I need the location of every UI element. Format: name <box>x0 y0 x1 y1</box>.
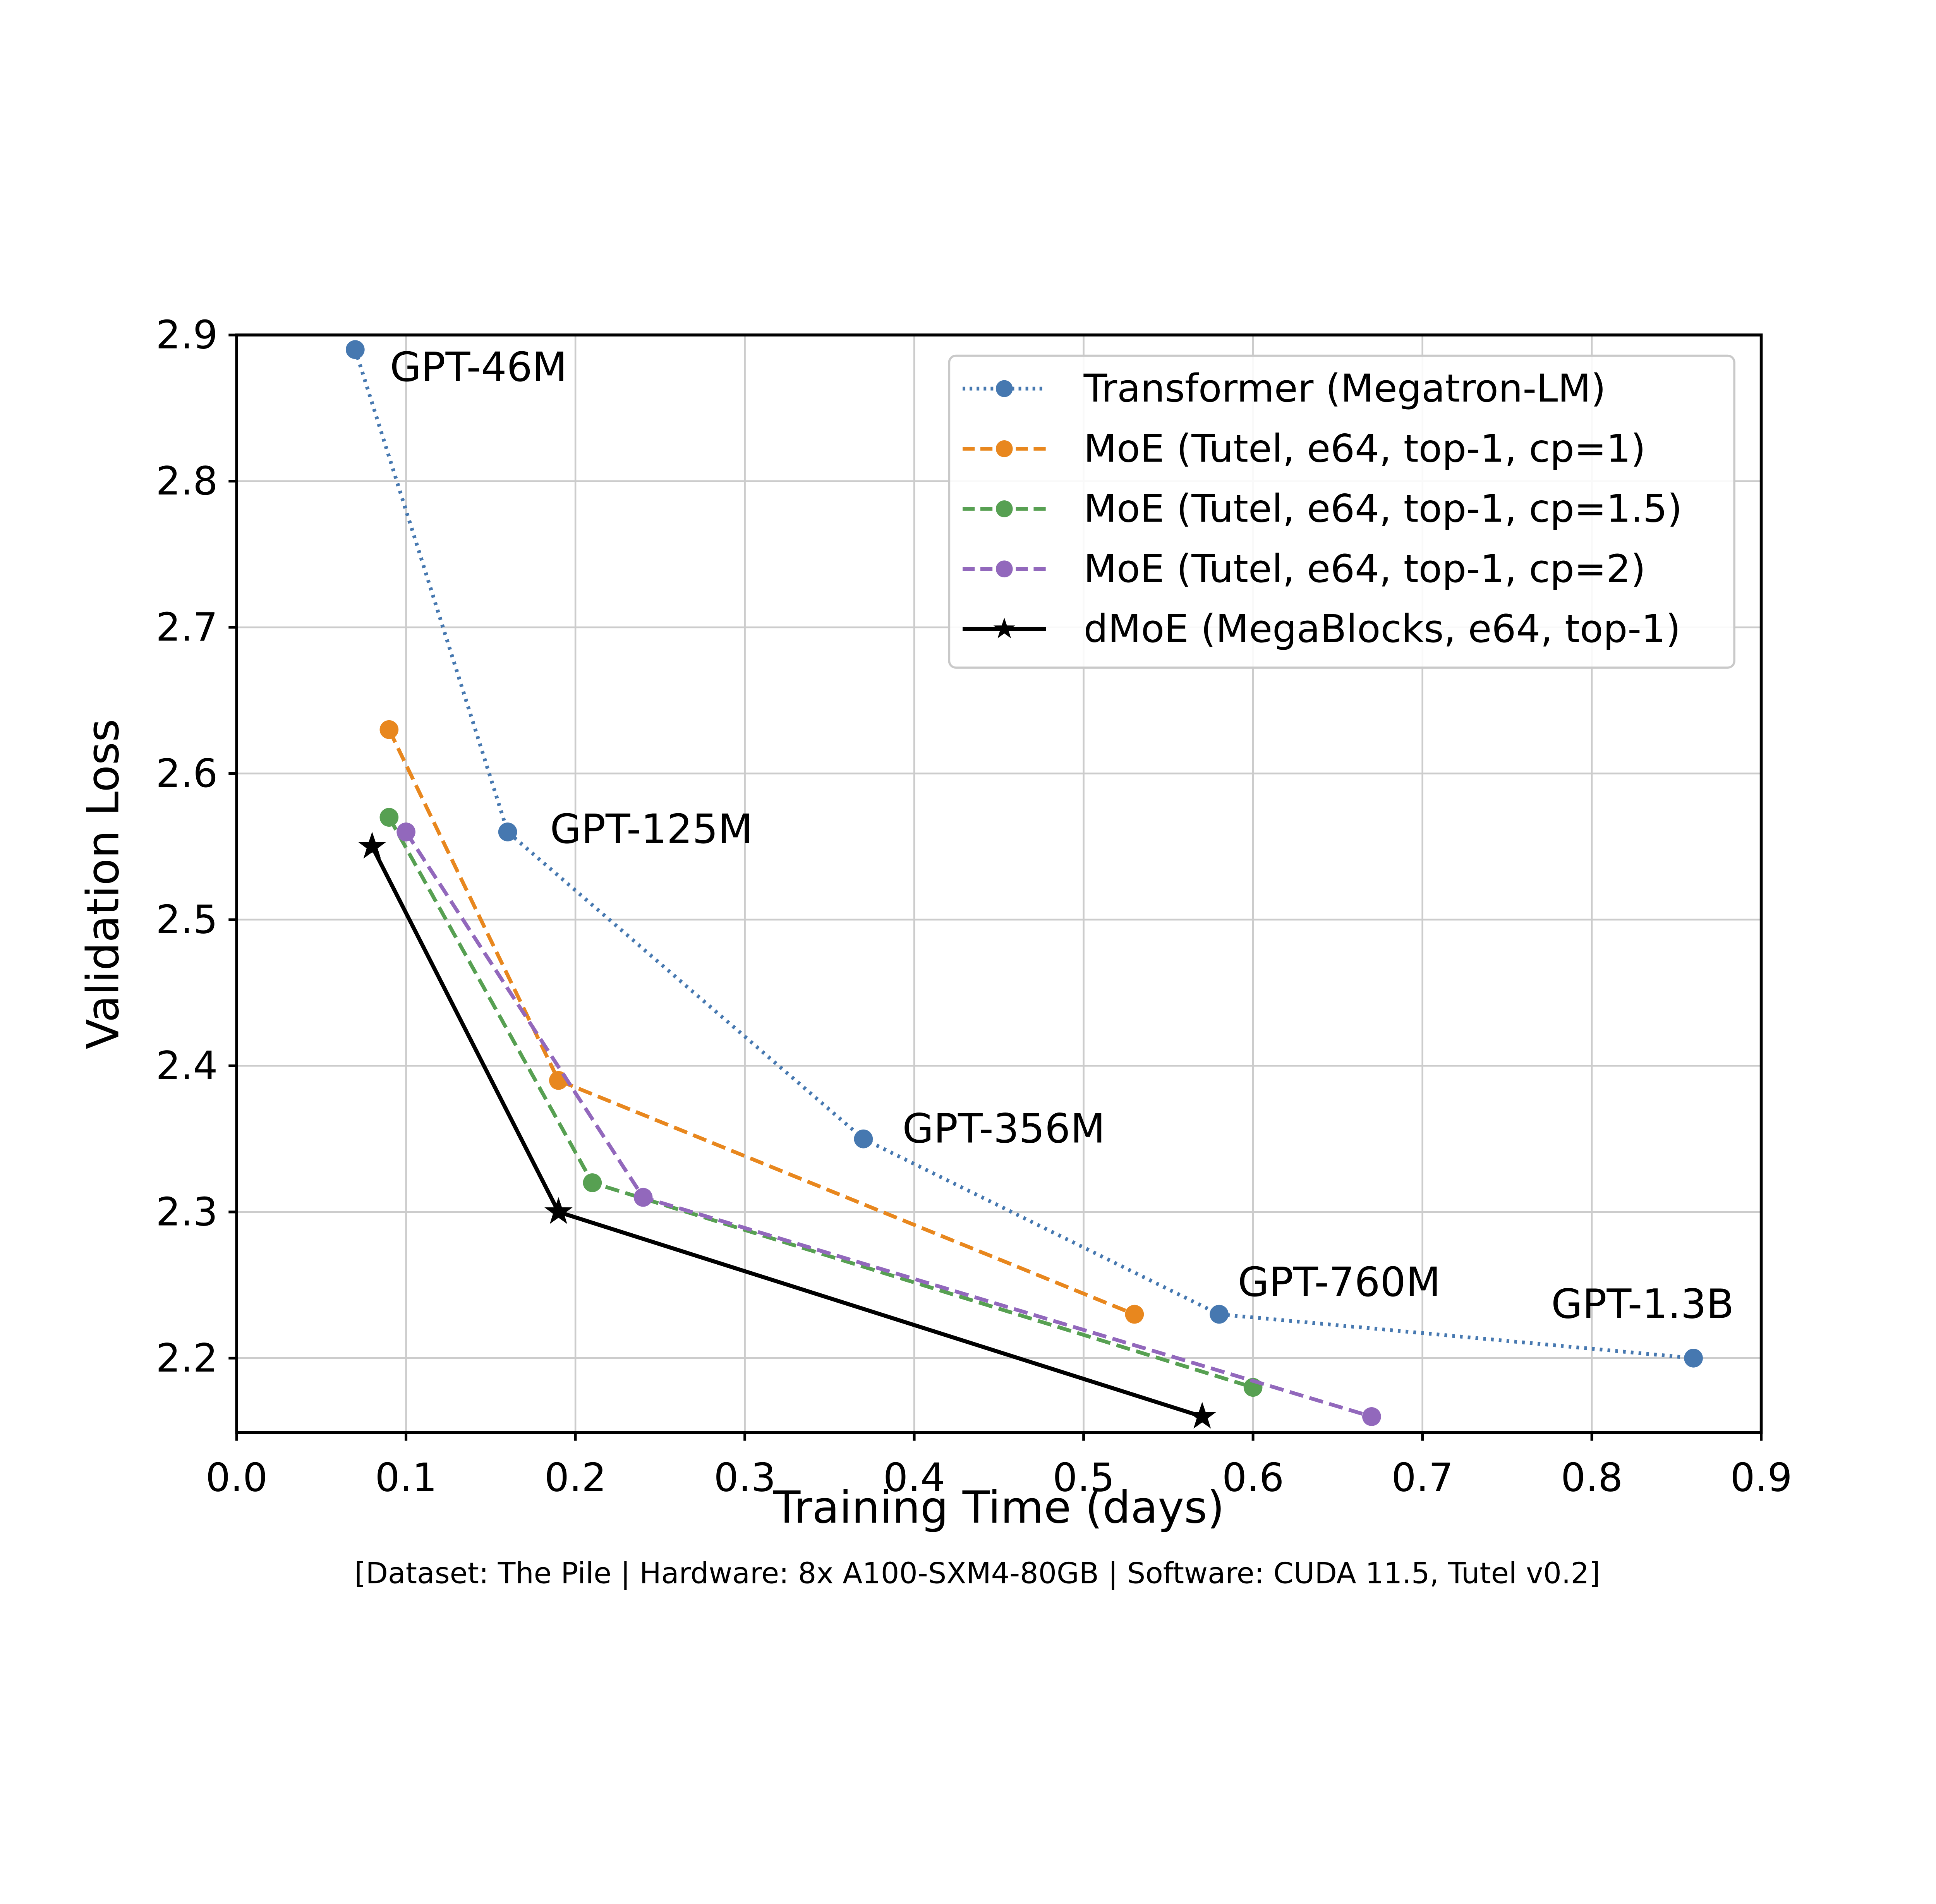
data-point <box>396 822 415 841</box>
y-tick-label: 2.3 <box>156 1189 218 1234</box>
y-axis-label: Validation Loss <box>78 719 129 1049</box>
series-line <box>387 729 1135 1316</box>
series-line <box>387 816 1254 1389</box>
x-tick-label: 0.4 <box>883 1455 945 1501</box>
legend-label: dMoE (MegaBlocks, e64, top-1) <box>1084 607 1681 651</box>
axes: 0.0 0.1 0.2 0.3 0.4 0.5 0.6 0.7 0.8 0.92.22.32.42… <box>156 312 1792 1501</box>
data-point <box>379 808 399 827</box>
legend-circle-marker-icon <box>995 440 1013 457</box>
legend-label: MoE (Tutel, e64, top-1, cp=2) <box>1084 547 1646 591</box>
series-moe-tutel-e64-top1-cp2 <box>396 822 1381 1426</box>
y-tick-label: 2.2 <box>156 1336 218 1381</box>
legend-entry-moe-tutel-e64-top1-cp2: MoE (Tutel, e64, top-1, cp=2) <box>963 547 1646 591</box>
data-point <box>346 340 365 359</box>
annotation-gpt-760m: GPT-760M <box>1238 1258 1441 1306</box>
x-tick-label: 0.9 <box>1730 1455 1792 1501</box>
legend-circle-marker-icon <box>995 380 1013 397</box>
annotation-gpt-125m: GPT-125M <box>550 805 753 853</box>
data-point <box>854 1129 873 1149</box>
y-tick-label: 2.7 <box>156 605 218 650</box>
legend-label: MoE (Tutel, e64, top-1, cp=1) <box>1084 426 1646 471</box>
x-tick-label: 0.8 <box>1561 1455 1623 1501</box>
x-tick-label: 0.6 <box>1222 1455 1284 1501</box>
y-tick-label: 2.4 <box>156 1043 218 1088</box>
data-point <box>1125 1305 1144 1324</box>
x-tick-label: 0.7 <box>1392 1455 1454 1501</box>
legend-entry-dmoe-megablocks-e64-top1: dMoE (MegaBlocks, e64, top-1) <box>963 607 1681 651</box>
data-point <box>379 720 399 739</box>
annotation-gpt-46m: GPT-46M <box>390 343 567 391</box>
y-tick-label: 2.9 <box>156 312 218 358</box>
legend-entry-transformer-megatron-lm: Transformer (Megatron-LM) <box>963 366 1606 411</box>
annotation-gpt-1-3b: GPT-1.3B <box>1551 1281 1734 1328</box>
legend-entry-moe-tutel-e64-top1-cp1: MoE (Tutel, e64, top-1, cp=1) <box>963 426 1646 471</box>
data-point <box>1210 1305 1229 1324</box>
y-tick-label: 2.8 <box>156 458 218 504</box>
series-dmoe-megablocks-e64-top1 <box>358 832 1217 1429</box>
legend-circle-marker-icon <box>995 560 1013 578</box>
plot-border <box>235 333 1763 1434</box>
x-axis: 0.0 0.1 0.2 0.3 0.4 0.5 0.6 0.7 0.8 0.9 <box>206 1432 1792 1501</box>
data-point-star <box>358 832 386 859</box>
data-point <box>1684 1349 1703 1368</box>
figure-caption: [Dataset: The Pile | Hardware: 8x A100-S… <box>354 1557 1600 1590</box>
x-axis-label: Training Time (days) <box>773 1482 1224 1533</box>
data-point <box>1362 1407 1381 1426</box>
legend-entry-moe-tutel-e64-top1-cp1-5: MoE (Tutel, e64, top-1, cp=1.5) <box>963 487 1682 531</box>
y-tick-label: 2.6 <box>156 751 218 796</box>
plot-area: GPT-46M GPT-125M GPT-356M GPT-760M GPT-1.3B 0… <box>156 312 1792 1501</box>
x-tick-label: 0.3 <box>714 1455 776 1501</box>
y-tick-label: 2.5 <box>156 897 218 942</box>
legend-circle-marker-icon <box>995 500 1013 517</box>
legend-label: MoE (Tutel, e64, top-1, cp=1.5) <box>1084 487 1682 531</box>
x-tick-label: 0.0 <box>206 1455 268 1501</box>
legend-label: Transformer (Megatron-LM) <box>1083 366 1606 411</box>
x-tick-label: 0.5 <box>1053 1455 1115 1501</box>
y-axis: 2.2 2.3 2.4 2.5 2.6 2.7 2.8 2.9 <box>156 312 237 1381</box>
legend-box <box>948 354 1735 669</box>
data-point-star <box>544 1197 573 1224</box>
legend-star-marker-icon <box>993 617 1015 639</box>
series-transformer-megatron-lm <box>346 340 1703 1368</box>
data-point <box>498 822 517 841</box>
data-point-star <box>1188 1402 1217 1429</box>
annotation-gpt-356m: GPT-356M <box>902 1105 1105 1152</box>
legend: Transformer (Megatron-LM) MoE (Tutel, e64… <box>948 354 1735 669</box>
x-tick-label: 0.2 <box>544 1455 606 1501</box>
data-point <box>633 1188 653 1207</box>
x-tick-label: 0.1 <box>375 1455 437 1501</box>
data-point <box>583 1173 602 1192</box>
